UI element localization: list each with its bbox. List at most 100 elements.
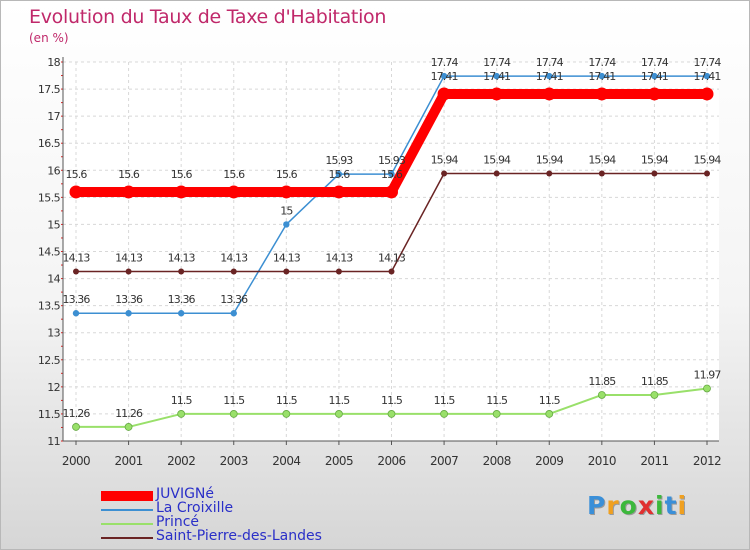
data-label: 15.94 — [483, 154, 511, 167]
plot-grid — [63, 61, 719, 442]
x-tick-label: 2010 — [588, 454, 616, 468]
data-point — [650, 391, 659, 399]
data-point — [332, 185, 346, 199]
data-label: 15.6 — [223, 168, 245, 181]
data-label: 11.5 — [434, 394, 456, 407]
data-point — [124, 423, 133, 431]
data-label: 15.6 — [276, 168, 298, 181]
data-point — [388, 170, 395, 178]
data-label: 15.6 — [171, 168, 193, 181]
data-point — [335, 170, 343, 178]
data-label: 17.41 — [536, 70, 563, 83]
logo-letter: i — [677, 491, 688, 520]
data-point — [283, 268, 290, 275]
data-label: 11.5 — [171, 394, 193, 407]
data-point — [595, 87, 609, 101]
logo-letter: o — [619, 491, 638, 520]
data-point — [335, 268, 342, 275]
data-point — [230, 310, 237, 317]
data-label: 17.74 — [641, 56, 669, 69]
x-tick-label: 2012 — [693, 454, 721, 468]
series-lines — [69, 72, 714, 431]
x-tick-label: 2001 — [115, 454, 143, 468]
data-point — [647, 87, 661, 101]
data-label: 15.94 — [694, 154, 722, 167]
data-point — [177, 410, 186, 418]
y-tick-label: 11.5 — [38, 408, 61, 421]
data-label: 11.97 — [694, 368, 722, 381]
data-label: 17.74 — [588, 56, 616, 69]
legend-swatch — [101, 537, 153, 539]
data-point — [72, 310, 80, 317]
data-point — [493, 72, 500, 80]
data-label: 15.6 — [66, 168, 88, 181]
y-tick-label: 15.5 — [38, 191, 61, 204]
legend-swatch — [101, 523, 153, 525]
data-label: 11.5 — [486, 394, 508, 407]
data-point — [388, 268, 395, 275]
x-tick-label: 2005 — [325, 454, 353, 468]
data-point — [229, 410, 238, 418]
data-point — [122, 185, 136, 199]
logo-letter: t — [664, 491, 678, 520]
axes: 11 11.5 12 12.5 13 13.5 14 14.5 15 15.5 16 16.5 17 17… — [38, 56, 722, 468]
data-point — [493, 170, 500, 177]
data-label: 13.36 — [63, 293, 91, 306]
data-label: 15.94 — [588, 154, 616, 167]
data-point — [703, 384, 711, 393]
y-tick-label: 15 — [47, 218, 60, 231]
y-tick-label: 11 — [47, 435, 60, 448]
data-point — [651, 170, 658, 177]
legend-label: JUVIGNé — [156, 486, 215, 502]
data-label: 15.6 — [381, 168, 403, 181]
data-point — [598, 170, 605, 177]
data-label: 11.5 — [381, 394, 403, 407]
data-label: 17.41 — [694, 70, 721, 83]
data-label: 14.13 — [115, 252, 143, 265]
data-label: 13.36 — [168, 293, 196, 306]
data-label: 11.85 — [641, 375, 669, 388]
data-label: 17.41 — [588, 70, 615, 83]
legend-label: La Croixille — [156, 500, 234, 516]
data-point — [490, 87, 504, 101]
data-point — [542, 87, 556, 101]
y-tick-label: 18 — [47, 56, 60, 69]
legend-swatch — [101, 491, 153, 501]
data-label: 11.5 — [328, 394, 350, 407]
legend-label: Princé — [156, 514, 200, 530]
logo-letter: i — [655, 491, 665, 520]
y-tick-label: 16.5 — [38, 137, 61, 150]
data-point — [385, 185, 398, 199]
data-label: 15.93 — [325, 154, 353, 167]
data-point — [546, 170, 553, 177]
data-point — [440, 72, 448, 80]
data-point — [125, 310, 132, 317]
x-tick-label: 2011 — [640, 454, 668, 468]
data-point — [546, 72, 553, 80]
x-tick-label: 2003 — [220, 454, 248, 468]
data-point — [441, 170, 448, 177]
x-tick-label: 2008 — [483, 454, 511, 468]
data-label: 17.74 — [694, 56, 722, 69]
x-tick-label: 2000 — [62, 454, 90, 468]
y-tick-label: 12 — [47, 381, 60, 394]
data-point — [125, 268, 132, 275]
data-point — [597, 391, 606, 399]
data-label: 14.13 — [220, 252, 248, 265]
data-point — [545, 410, 554, 418]
data-label: 15.94 — [431, 154, 459, 167]
data-label: 15.6 — [328, 168, 350, 181]
chart-title: Evolution du Taux de Taxe d'Habitation — [29, 6, 387, 28]
data-point — [437, 87, 451, 101]
data-label: 17.74 — [483, 56, 511, 69]
data-label: 14.13 — [378, 252, 406, 265]
data-point — [282, 410, 291, 418]
data-point — [492, 410, 501, 418]
data-label: 14.13 — [273, 252, 301, 265]
logo-letter: P — [587, 491, 607, 520]
data-label: 13.36 — [115, 293, 143, 306]
y-tick-label: 17 — [47, 110, 60, 123]
data-label: 17.41 — [483, 70, 510, 83]
